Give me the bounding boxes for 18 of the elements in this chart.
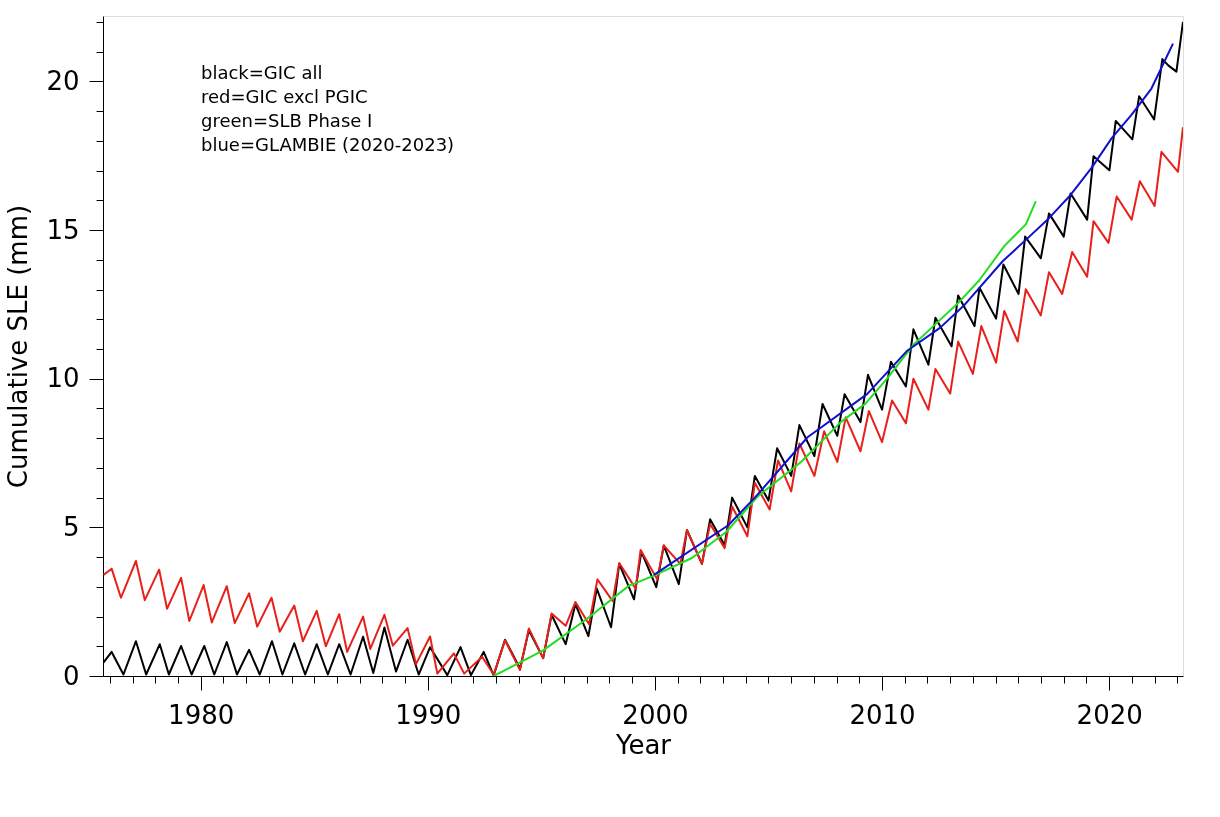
x-tick-label: 1980 bbox=[168, 699, 235, 730]
y-tick-label: 15 bbox=[46, 214, 80, 245]
annotation: blue=GLAMBIE (2020-2023) bbox=[201, 134, 455, 155]
line-series bbox=[492, 200, 1037, 676]
x-tick-label: 2010 bbox=[849, 699, 916, 730]
y-tick-label: 0 bbox=[62, 660, 80, 691]
annotation: red=GIC excl PGIC bbox=[201, 86, 368, 107]
y-tick-label: 20 bbox=[46, 65, 80, 96]
x-tick-label: 2020 bbox=[1076, 699, 1143, 730]
x-tick-label: 1990 bbox=[395, 699, 462, 730]
annotation: black=GIC all bbox=[201, 62, 323, 83]
y-axis-title: Cumulative SLE (mm) bbox=[3, 204, 34, 489]
x-axis-title: Year bbox=[614, 729, 672, 760]
x-tick-label: 2000 bbox=[622, 699, 689, 730]
line-series bbox=[653, 42, 1175, 576]
annotation: green=SLB Phase I bbox=[201, 110, 373, 131]
y-tick-label: 10 bbox=[46, 363, 80, 394]
y-tick-label: 5 bbox=[62, 511, 80, 542]
